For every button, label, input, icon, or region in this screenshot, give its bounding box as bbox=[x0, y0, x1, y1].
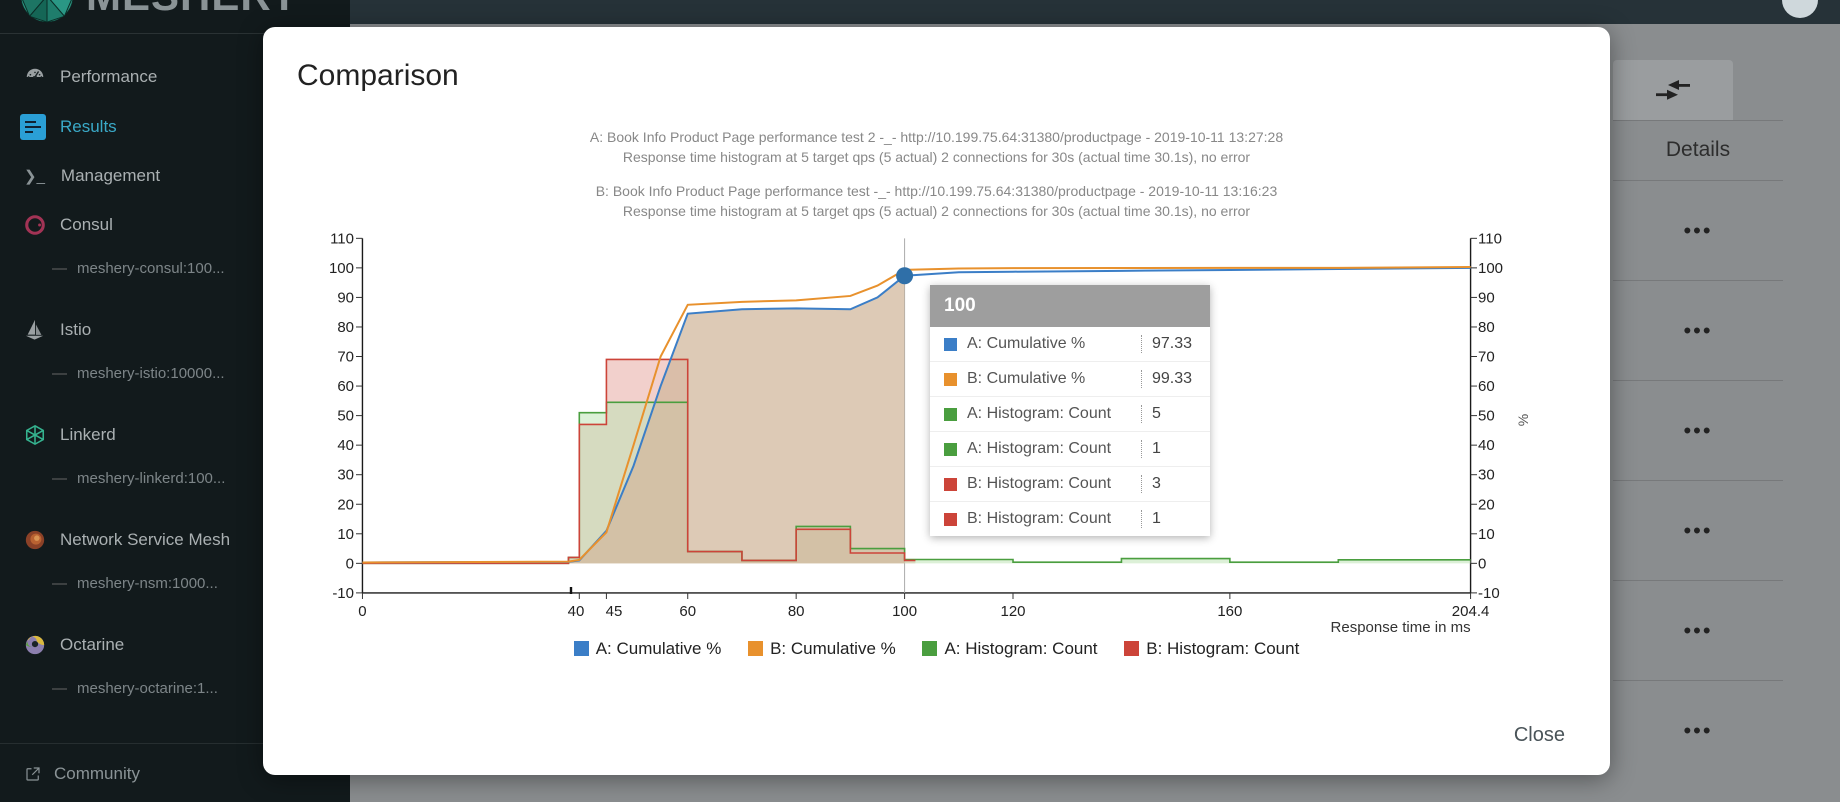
svg-text:30: 30 bbox=[337, 467, 354, 484]
svg-text:80: 80 bbox=[788, 603, 805, 620]
svg-text:70: 70 bbox=[337, 349, 354, 366]
svg-text:0: 0 bbox=[346, 555, 354, 572]
svg-text:20: 20 bbox=[337, 496, 354, 513]
svg-text:%: % bbox=[1515, 414, 1531, 426]
svg-text:0: 0 bbox=[358, 603, 366, 620]
svg-text:-10: -10 bbox=[332, 585, 354, 602]
svg-text:100: 100 bbox=[1478, 260, 1503, 277]
svg-text:20: 20 bbox=[1478, 496, 1495, 513]
svg-text:50: 50 bbox=[337, 408, 354, 425]
svg-text:10: 10 bbox=[337, 526, 354, 543]
svg-text:10: 10 bbox=[1478, 526, 1495, 543]
svg-text:45: 45 bbox=[606, 603, 623, 620]
svg-text:60: 60 bbox=[1478, 378, 1495, 395]
svg-text:40: 40 bbox=[1478, 437, 1495, 454]
svg-text:100: 100 bbox=[892, 603, 917, 620]
svg-text:50: 50 bbox=[1478, 408, 1495, 425]
svg-text:70: 70 bbox=[1478, 349, 1495, 366]
svg-text:60: 60 bbox=[679, 603, 696, 620]
svg-text:100: 100 bbox=[329, 260, 354, 277]
svg-text:160: 160 bbox=[1217, 603, 1242, 620]
svg-text:204.4: 204.4 bbox=[1452, 603, 1490, 620]
svg-text:60: 60 bbox=[337, 378, 354, 395]
svg-text:40: 40 bbox=[568, 603, 585, 620]
svg-text:Response time in ms: Response time in ms bbox=[1331, 619, 1471, 636]
svg-text:40: 40 bbox=[337, 437, 354, 454]
svg-text:0: 0 bbox=[1478, 555, 1486, 572]
svg-text:120: 120 bbox=[1000, 603, 1025, 620]
svg-text:-10: -10 bbox=[1478, 585, 1500, 602]
svg-text:30: 30 bbox=[1478, 467, 1495, 484]
svg-text:80: 80 bbox=[337, 319, 354, 336]
svg-text:110: 110 bbox=[330, 230, 354, 247]
svg-text:90: 90 bbox=[337, 289, 354, 306]
svg-text:90: 90 bbox=[1478, 289, 1495, 306]
svg-text:80: 80 bbox=[1478, 319, 1495, 336]
svg-text:110: 110 bbox=[1478, 230, 1502, 247]
